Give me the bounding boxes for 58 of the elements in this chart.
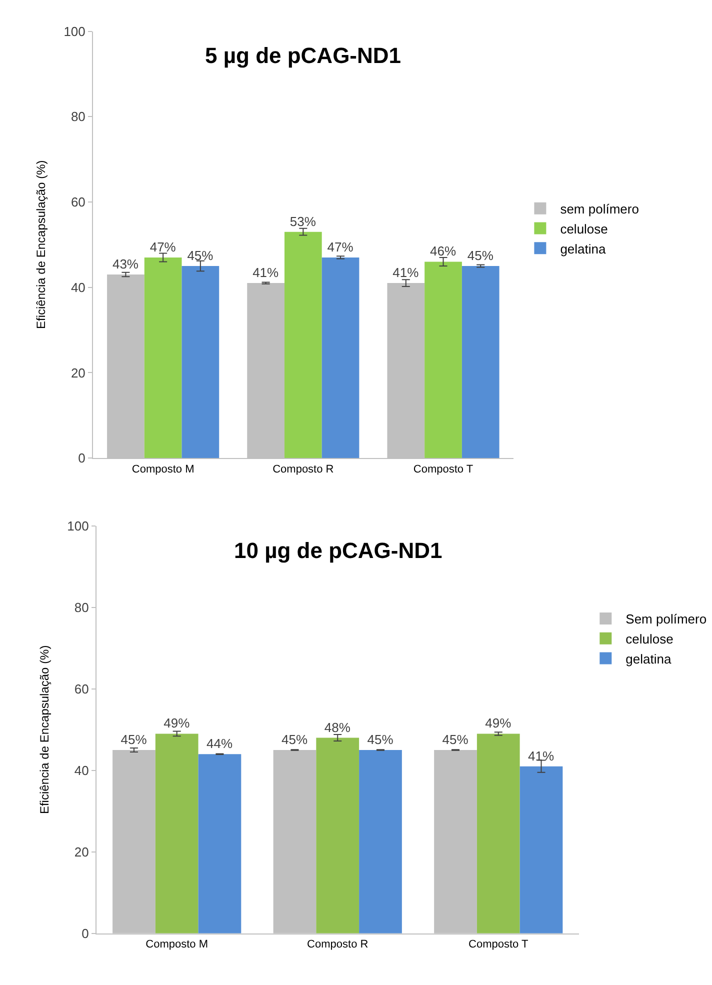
x-tick-label: Composto M xyxy=(146,938,208,951)
bar xyxy=(520,766,563,934)
data-label: 45% xyxy=(187,248,214,263)
data-label: 47% xyxy=(327,239,354,254)
legend-label: sem polímero xyxy=(560,201,639,216)
x-tick-label: Composto T xyxy=(468,938,529,951)
data-label: 45% xyxy=(120,732,148,748)
data-label: 49% xyxy=(485,716,512,731)
bar xyxy=(359,750,402,934)
data-label: 47% xyxy=(150,239,176,254)
x-tick-label: Composto T xyxy=(413,463,474,476)
legend-label: gelatina xyxy=(560,241,607,256)
y-tick-label: 80 xyxy=(70,109,86,124)
bar xyxy=(284,232,322,458)
bar xyxy=(155,734,198,934)
y-tick-label: 40 xyxy=(74,762,89,778)
data-label: 53% xyxy=(290,214,316,229)
x-tick-label: Composto M xyxy=(132,463,194,476)
data-label: 49% xyxy=(164,716,190,731)
y-tick-label: 20 xyxy=(70,365,86,380)
legend-label: Sem polímero xyxy=(626,612,707,627)
y-tick-label: 100 xyxy=(64,24,86,39)
y-tick-label: 40 xyxy=(70,280,86,295)
data-label: 45% xyxy=(442,732,469,748)
legend-label: gelatina xyxy=(626,651,672,666)
legend-label: celulose xyxy=(560,221,608,236)
bar xyxy=(462,266,500,458)
data-label: 45% xyxy=(282,732,308,748)
y-tick-label: 60 xyxy=(70,194,86,210)
x-tick-label: Composto R xyxy=(272,463,334,476)
y-axis-title: Eficiência de Encapsulação (%) xyxy=(37,645,52,814)
data-label: 41% xyxy=(392,265,420,280)
data-label: 43% xyxy=(112,256,139,272)
data-label: 41% xyxy=(528,748,554,764)
y-tick-label: 20 xyxy=(74,844,89,860)
y-axis-title: Eficiência de Encapsulação (%) xyxy=(34,160,48,330)
data-label: 48% xyxy=(324,720,351,735)
text: 10 µg de pCAG-ND1 xyxy=(234,538,442,563)
y-tick-label: 0 xyxy=(82,926,89,941)
data-label: 46% xyxy=(430,244,456,259)
bar xyxy=(322,257,360,458)
y-tick-label: 100 xyxy=(67,518,89,534)
bar xyxy=(144,257,182,458)
bar xyxy=(198,754,242,934)
y-tick-label: 80 xyxy=(74,600,89,615)
y-tick-label: 60 xyxy=(74,681,89,696)
bar xyxy=(424,262,462,458)
x-tick-label: Composto R xyxy=(307,938,368,951)
bar xyxy=(182,266,220,458)
data-label: 45% xyxy=(467,248,494,263)
bar xyxy=(316,738,360,934)
y-tick-label: 0 xyxy=(78,450,86,466)
data-label: 45% xyxy=(367,732,394,748)
data-label: 44% xyxy=(206,736,233,752)
legend-label: celulose xyxy=(626,631,674,646)
data-label: 41% xyxy=(252,265,280,280)
bar xyxy=(476,734,520,934)
text: 5 µg de pCAG-ND1 xyxy=(205,43,402,68)
